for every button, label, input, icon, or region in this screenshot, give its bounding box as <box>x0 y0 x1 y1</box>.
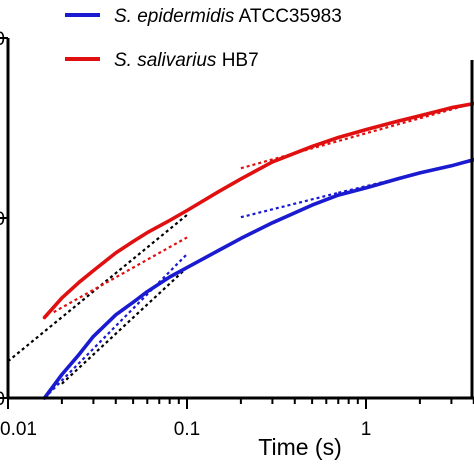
x-tick-label: 1 <box>361 419 372 440</box>
x-axis-label: Time (s) <box>258 434 341 460</box>
data-series <box>42 101 474 400</box>
legend-label-salivarius: S. salivarius HB7 <box>114 50 259 71</box>
fit-line-3 <box>61 266 188 385</box>
y-ticks: 0 0 0 <box>0 29 8 410</box>
legend: S. epidermidis ATCC35983 S. salivarius HB… <box>65 6 342 71</box>
y-tick-label: 0 <box>0 29 5 50</box>
fit-line-4 <box>240 191 339 219</box>
series-line-salivarius <box>42 101 474 320</box>
fit-line-6 <box>338 159 474 194</box>
x-ticks: 0.01 0.1 1 <box>0 398 474 440</box>
legend-label-epidermidis: S. epidermidis ATCC35983 <box>114 6 342 27</box>
x-tick-label: 0.1 <box>174 419 200 440</box>
fit-line-2 <box>53 236 188 314</box>
y-tick-label: 0 <box>0 389 5 410</box>
y-tick-label: 0 <box>0 209 5 230</box>
fit-line-1 <box>43 253 188 399</box>
series-line-epidermidis <box>42 157 474 400</box>
axes <box>6 38 474 400</box>
x-tick-label: 0.01 <box>0 419 37 440</box>
